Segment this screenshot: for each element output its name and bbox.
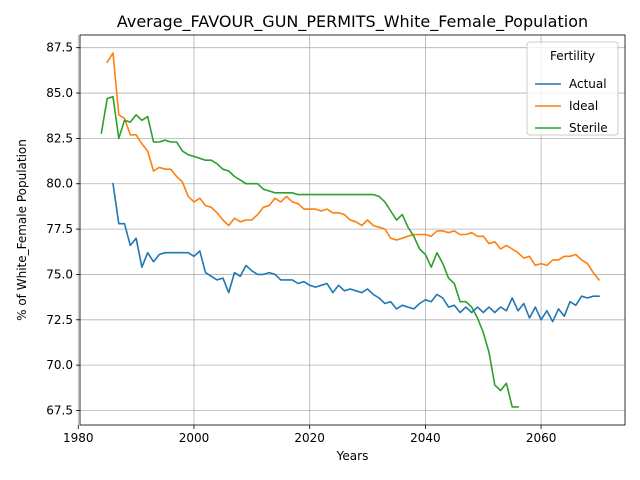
series-line-sterile	[100, 95, 519, 408]
y-tick-label: 75.0	[46, 267, 73, 281]
legend-label-ideal: Ideal	[569, 99, 598, 113]
x-tick-label: 1980	[63, 431, 94, 445]
plot-area-frame	[79, 34, 626, 426]
y-tick-label: 72.5	[46, 313, 73, 327]
x-tick-label: 2000	[179, 431, 210, 445]
y-axis-label: % of White_Female Population	[15, 139, 29, 321]
x-axis-label: Years	[336, 449, 369, 463]
series-lines	[100, 52, 601, 408]
legend-label-sterile: Sterile	[569, 121, 608, 135]
legend-items: Actual Ideal Sterile	[535, 77, 608, 135]
series-line-ideal	[106, 52, 601, 282]
y-tick-label: 85.0	[46, 86, 73, 100]
legend-label-actual: Actual	[569, 77, 607, 91]
x-tick-label: 2060	[526, 431, 557, 445]
legend: Fertility Actual Ideal Sterile	[526, 41, 619, 136]
y-tick-label: 70.0	[46, 358, 73, 372]
y-tick-label: 80.0	[46, 177, 73, 191]
series-line-actual	[112, 182, 600, 323]
grid-lines	[77, 35, 625, 425]
y-tick-label: 87.5	[46, 41, 73, 55]
y-tick-label: 77.5	[46, 222, 73, 236]
y-tick-label: 67.5	[46, 403, 73, 417]
legend-title: Fertility	[550, 49, 595, 63]
y-tick-label: 82.5	[46, 131, 73, 145]
axis-ticks: 1980 2000 2020 2040 2060 67.5 70.0 72.5 75.0 77.5…	[46, 41, 556, 445]
x-tick-label: 2040	[410, 431, 441, 445]
chart-title: Average_FAVOUR_GUN_PERMITS_White_Female_…	[117, 12, 588, 32]
x-tick-label: 2020	[294, 431, 325, 445]
legend-box	[526, 41, 619, 136]
